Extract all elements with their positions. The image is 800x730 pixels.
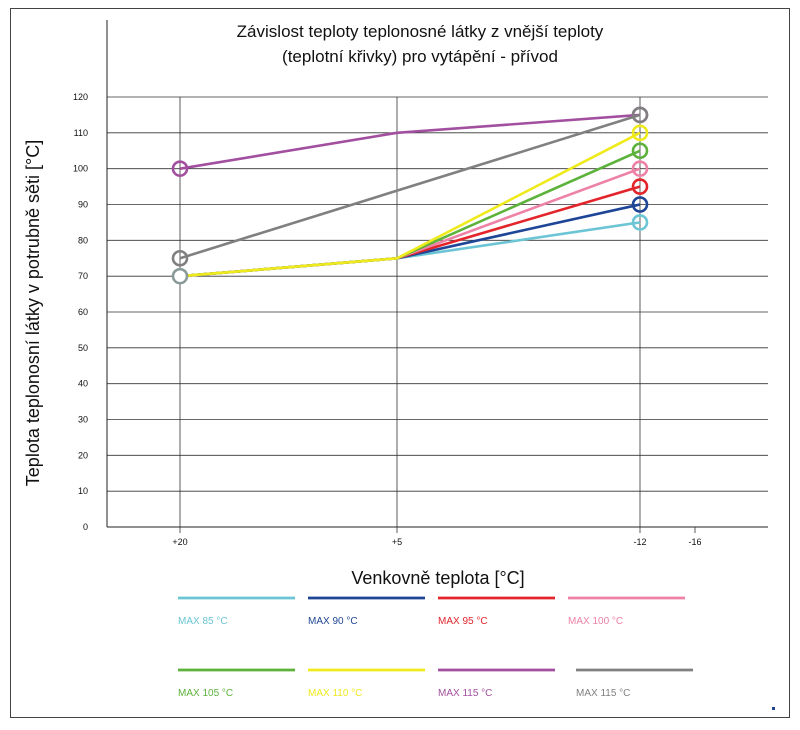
series-marker xyxy=(171,249,189,267)
series-line xyxy=(179,167,641,278)
legend-label: MAX 115 °C xyxy=(576,688,630,699)
legend-label: MAX 105 °C xyxy=(178,688,233,699)
y-tick-label: 110 xyxy=(74,128,88,138)
series-marker xyxy=(631,106,649,124)
chart-title-line-1: Závislost teploty teplonosné látky z vně… xyxy=(237,22,604,41)
series-markers xyxy=(171,106,649,285)
y-tick-label: 100 xyxy=(73,164,88,174)
series-marker xyxy=(631,160,649,177)
y-tick-label: 70 xyxy=(78,271,88,281)
chart-title-line-2: (teplotní křivky) pro vytápění - přívod xyxy=(282,47,558,66)
legend-label: MAX 95 °C xyxy=(438,616,488,627)
y-tick-label: 20 xyxy=(78,450,88,460)
series-marker xyxy=(631,214,649,231)
y-tick-label: 0 xyxy=(83,522,88,532)
series-line xyxy=(179,113,641,260)
corner-dot xyxy=(772,707,775,710)
y-tick-label: 40 xyxy=(78,379,88,389)
x-tick-label: +20 xyxy=(172,537,187,547)
series-marker xyxy=(631,124,649,142)
legend-label: MAX 100 °C xyxy=(568,616,623,627)
series-marker xyxy=(631,142,649,160)
y-tick-label: 90 xyxy=(78,200,88,210)
series-marker xyxy=(631,196,649,213)
y-tick-label: 120 xyxy=(73,92,88,102)
y-tick-label: 50 xyxy=(78,343,88,353)
x-tick-label: -16 xyxy=(688,537,701,547)
axis-ticks: 0 10 20 30 40 50 60 70 80 90 100 110 120 +20 +5 -12 -16 xyxy=(73,92,702,547)
x-axis-title: Venkovně teplota [°C] xyxy=(351,568,524,588)
series-marker xyxy=(171,160,189,177)
series-marker xyxy=(631,178,649,195)
y-tick-label: 30 xyxy=(78,415,88,425)
chart-frame xyxy=(10,8,790,718)
y-tick-label: 60 xyxy=(78,307,88,317)
y-axis-title: Teplota teplonosní látky v potrubně sěti… xyxy=(23,140,43,486)
legend-label: MAX 115 °C xyxy=(438,688,492,699)
x-tick-label: -12 xyxy=(633,537,646,547)
legend: MAX 85 °C MAX 90 °C MAX 95 °C MAX 100 °C MAX… xyxy=(178,596,693,699)
x-tick-label: +5 xyxy=(392,537,402,547)
legend-label: MAX 85 °C xyxy=(178,616,228,627)
series-marker xyxy=(171,267,189,285)
series-lines xyxy=(179,113,641,278)
gridlines xyxy=(106,20,768,533)
legend-label: MAX 110 °C xyxy=(308,688,362,699)
legend-label: MAX 90 °C xyxy=(308,616,358,627)
y-tick-label: 10 xyxy=(78,486,88,496)
y-tick-label: 80 xyxy=(78,235,88,245)
series-line xyxy=(179,221,641,278)
series-line xyxy=(179,113,641,170)
series-line xyxy=(179,131,641,278)
